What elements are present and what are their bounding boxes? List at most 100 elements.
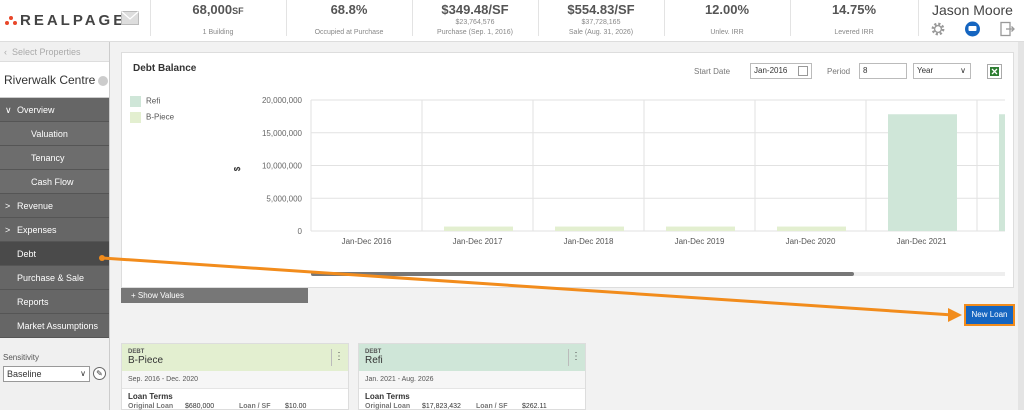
user-name[interactable]: Jason Moore bbox=[932, 2, 1013, 18]
kpi-sub: Unlev. IRR bbox=[710, 29, 744, 36]
sensitivity-label: Sensitivity bbox=[3, 353, 40, 362]
period-label: Period bbox=[827, 67, 851, 76]
start-date-value: Jan-2016 bbox=[754, 66, 788, 75]
sidebar-item-expenses[interactable]: > Expenses bbox=[0, 218, 109, 242]
kpi-sub: Levered IRR bbox=[834, 29, 874, 36]
sensitivity-value: Baseline bbox=[7, 369, 42, 379]
mail-icon[interactable] bbox=[121, 11, 139, 25]
chevron-icon: > bbox=[5, 225, 11, 235]
sensitivity-select[interactable]: Baseline ∨ bbox=[3, 366, 90, 382]
kpi-sub: 1 Building bbox=[202, 29, 234, 36]
debt-balance-chart: 20,000,000 15,000,000 10,000,000 5,000,000 0… bbox=[233, 96, 1005, 246]
kpi-value-text: 14.75% bbox=[831, 2, 877, 17]
sidebar-item-valuation[interactable]: Valuation bbox=[0, 122, 109, 146]
loan-card-refi[interactable]: DEBT Refi ⋮ Jan. 2021 - Aug. 2026 Loan Terms… bbox=[358, 343, 586, 410]
kpi-value: 14.75% bbox=[790, 2, 918, 17]
kpi-value: $554.83/SF bbox=[538, 2, 664, 17]
sidebar-item-cash-flow[interactable]: Cash Flow bbox=[0, 170, 109, 194]
top-bar: REALPAGE 68,000SF 1 Building 68.8% Occupied… bbox=[0, 0, 1024, 42]
kpi-3: $554.83/SF $37,728,165 Sale (Aug. 31, 2026… bbox=[538, 2, 664, 37]
original-loan-value: $680,000 bbox=[185, 403, 215, 410]
start-date-label: Start Date bbox=[694, 67, 731, 76]
period-unit-select[interactable]: Year ∨ bbox=[913, 63, 971, 79]
bar-b-piece bbox=[444, 226, 513, 231]
property-selector[interactable]: Riverwalk Centre bbox=[0, 62, 109, 98]
legend-swatch-b-piece bbox=[130, 112, 141, 123]
chevron-icon: > bbox=[5, 201, 11, 211]
period-input[interactable]: 8 bbox=[859, 63, 907, 79]
sidebar-item-revenue[interactable]: > Revenue bbox=[0, 194, 109, 218]
sidebar-item-label: Market Assumptions bbox=[17, 321, 99, 331]
sidebar-item-overview[interactable]: ∨ Overview bbox=[0, 98, 109, 122]
chevron-down-icon: ∨ bbox=[960, 66, 966, 75]
card-dates: Sep. 2016 - Dec. 2020 bbox=[122, 371, 348, 389]
select-properties-label: Select Properties bbox=[12, 47, 81, 57]
x-tick-label: Jan-Dec 2018 bbox=[564, 237, 614, 246]
card-row: Original Loan $680,000 Loan / SF $10.00 bbox=[122, 401, 348, 410]
card-row: Original Loan $17,823,432 Loan / SF $262.11 bbox=[359, 401, 585, 410]
realpage-logo[interactable]: REALPAGE bbox=[4, 10, 126, 30]
y-tick-label: 0 bbox=[298, 227, 303, 236]
kpi-1: 68.8% Occupied at Purchase bbox=[286, 2, 412, 38]
bar-b-piece bbox=[555, 226, 624, 231]
sidebar-item-tenancy[interactable]: Tenancy bbox=[0, 146, 109, 170]
loan-card-b-piece[interactable]: DEBT B-Piece ⋮ Sep. 2016 - Dec. 2020 Loan Te… bbox=[121, 343, 349, 410]
card-name: B-Piece bbox=[128, 355, 164, 366]
property-name: Riverwalk Centre bbox=[4, 73, 96, 87]
x-tick-label: Jan-Dec 2021 bbox=[897, 237, 947, 246]
y-tick-label: 15,000,000 bbox=[262, 129, 303, 138]
card-tag: DEBT bbox=[365, 349, 382, 355]
x-tick-label: Jan-Dec 2017 bbox=[453, 237, 503, 246]
period-value: 8 bbox=[863, 66, 868, 75]
kpi-value: 68,000SF bbox=[150, 2, 286, 17]
sidebar-item-reports[interactable]: Reports bbox=[0, 290, 109, 314]
x-tick-label: Jan-Dec 2020 bbox=[786, 237, 836, 246]
bar-b-piece bbox=[666, 226, 735, 231]
more-options-icon[interactable]: ⋮ bbox=[571, 351, 581, 362]
x-tick-label: Jan-Dec 2016 bbox=[342, 237, 392, 246]
card-terms-label: Loan Terms bbox=[128, 392, 173, 401]
kpi-value-text: 12.00% bbox=[704, 2, 750, 17]
edit-property-icon[interactable] bbox=[98, 75, 109, 86]
bar-refi bbox=[888, 114, 957, 231]
gear-icon[interactable] bbox=[930, 21, 946, 37]
kpi-value: 68.8% bbox=[286, 2, 412, 17]
kpi-sub: $37,728,165 bbox=[581, 19, 621, 26]
excel-export-icon[interactable] bbox=[987, 64, 1002, 79]
sidebar-item-label: Debt bbox=[17, 249, 37, 259]
legend-swatch-refi bbox=[130, 96, 141, 107]
divider bbox=[568, 349, 569, 366]
kpi-value: 12.00% bbox=[664, 2, 790, 17]
original-loan-label: Original Loan bbox=[128, 403, 174, 410]
sidebar-item-market-assumptions[interactable]: Market Assumptions bbox=[0, 314, 109, 338]
sidebar-item-label: Tenancy bbox=[31, 153, 65, 163]
sidebar-item-purchase-sale[interactable]: Purchase & Sale bbox=[0, 266, 109, 290]
more-options-icon[interactable]: ⋮ bbox=[334, 351, 344, 362]
loan-per-sf-label: Loan / SF bbox=[476, 403, 508, 410]
chat-icon[interactable] bbox=[964, 21, 981, 37]
new-loan-button[interactable]: New Loan bbox=[964, 304, 1015, 326]
edit-sensitivity-button[interactable]: ✎ bbox=[93, 367, 106, 380]
sidebar-item-label: Revenue bbox=[17, 201, 54, 211]
chart-scrollbar[interactable] bbox=[311, 272, 1005, 276]
kpi-value-text: $349.48/SF bbox=[441, 2, 509, 17]
card-tag: DEBT bbox=[128, 349, 145, 355]
start-date-input[interactable]: Jan-2016 bbox=[750, 63, 812, 79]
sidebar-item-debt[interactable]: Debt bbox=[0, 242, 109, 266]
kpi-2: $349.48/SF $23,764,576 Purchase (Sep. 1, 2… bbox=[412, 2, 538, 37]
chart-scrollbar-thumb[interactable] bbox=[311, 272, 854, 276]
scrollbar[interactable] bbox=[1018, 42, 1024, 410]
kpi-0: 68,000SF 1 Building bbox=[150, 2, 286, 38]
y-tick-label: 10,000,000 bbox=[262, 162, 303, 171]
select-properties-link[interactable]: ‹ Select Properties bbox=[0, 42, 109, 62]
calendar-icon[interactable] bbox=[798, 66, 808, 76]
kpi-sub: $23,764,576 bbox=[455, 19, 495, 26]
kpi-sub2: Sale (Aug. 31, 2026) bbox=[568, 29, 634, 36]
show-values-button[interactable]: + Show Values bbox=[121, 288, 308, 303]
bar-refi bbox=[999, 114, 1005, 231]
kpi-sub: Occupied at Purchase bbox=[314, 29, 384, 36]
card-header: DEBT B-Piece ⋮ bbox=[122, 344, 348, 371]
exit-icon[interactable] bbox=[999, 21, 1015, 37]
loan-per-sf-value: $10.00 bbox=[285, 403, 307, 410]
loan-per-sf-value: $262.11 bbox=[522, 403, 547, 410]
